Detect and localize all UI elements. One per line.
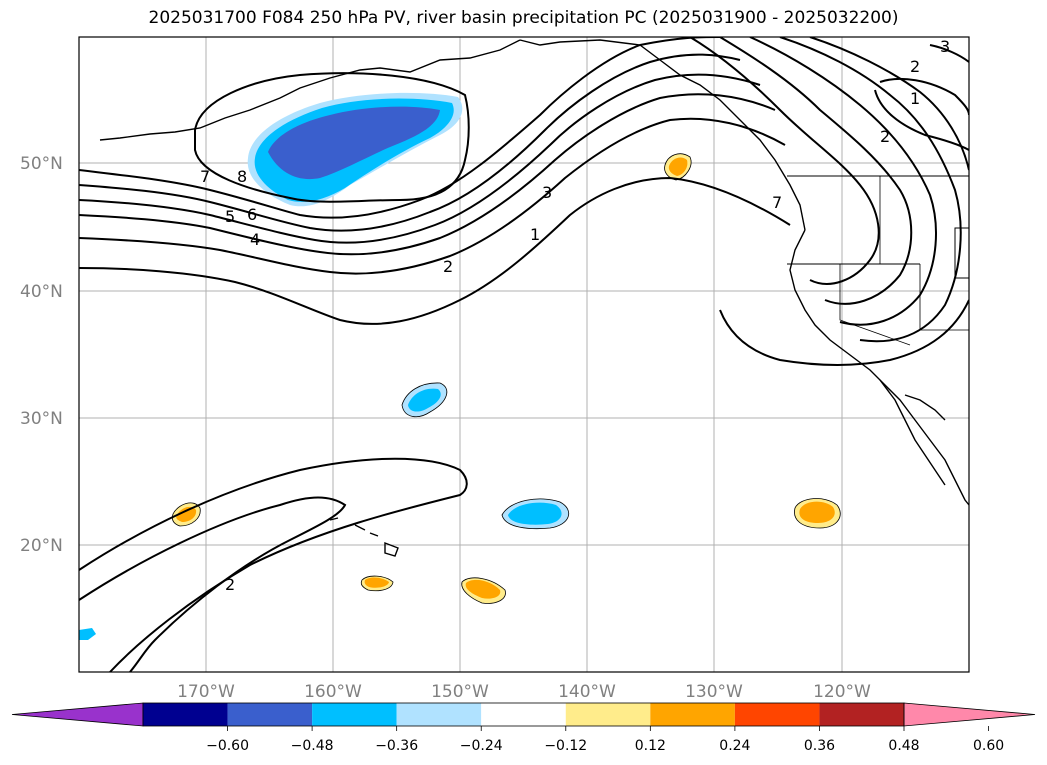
colorbar-tick-label: 0.48 [888, 738, 919, 754]
colorbar-extend-high [903, 702, 1036, 727]
latitude-labels: 50°N 40°N 30°N 20°N [20, 154, 63, 556]
colorbar-tick-label: −0.24 [460, 738, 503, 754]
colorbar-tick-label: 0.12 [635, 738, 666, 754]
negative-anomaly-small-3 [79, 628, 96, 640]
contour-label: 2 [225, 575, 235, 594]
contour-label-group: 7 8 5 6 4 2 3 1 2 1 2 3 7 2 [200, 37, 950, 594]
pv-contours [79, 37, 969, 672]
contour-label: 5 [225, 207, 235, 226]
lon-label-140w: 140°W [558, 682, 616, 702]
lon-label-120w: 120°W [813, 682, 871, 702]
colorbar-segment [481, 703, 566, 726]
map-frame [78, 36, 970, 673]
contour-label: 7 [200, 167, 210, 186]
contour-label: 2 [443, 257, 453, 276]
lon-label-150w: 150°W [431, 682, 489, 702]
colorbar-tick-label: −0.12 [544, 738, 587, 754]
colorbar-extend-low [11, 702, 144, 727]
contour-label: 7 [772, 193, 782, 212]
colorbar-tick-label: 0.36 [804, 738, 835, 754]
lat-label-20: 20°N [20, 536, 63, 556]
colorbar-tick-label: −0.48 [291, 738, 334, 754]
longitude-labels: 170°W 160°W 150°W 140°W 130°W 120°W [177, 682, 871, 702]
lon-label-130w: 130°W [685, 682, 743, 702]
colorbar-segment [312, 703, 397, 726]
colorbar-tick-label: −0.36 [375, 738, 418, 754]
gridlines [79, 37, 969, 672]
colorbar-segment [143, 703, 228, 726]
colorbar-frame [142, 702, 905, 727]
colorbar-tick-label: −0.60 [206, 738, 249, 754]
contour-label: 2 [880, 127, 890, 146]
contour-label: 1 [910, 89, 920, 108]
lat-label-30: 30°N [20, 409, 63, 429]
lat-label-50: 50°N [20, 154, 63, 174]
precip-shading [79, 92, 841, 640]
contour-label: 1 [530, 225, 540, 244]
lon-label-160w: 160°W [304, 682, 362, 702]
lon-label-170w: 170°W [177, 682, 235, 702]
colorbar-segment [396, 703, 482, 726]
map-title: 2025031700 F084 250 hPa PV, river basin … [148, 8, 899, 28]
colorbar-segment [227, 703, 313, 726]
colorbar-tick-label: 0.60 [973, 738, 1004, 754]
lat-label-40: 40°N [20, 282, 63, 302]
colorbar-segment [650, 703, 735, 726]
map-area [79, 37, 969, 672]
colorbar-tick-label: 0.24 [719, 738, 750, 754]
contour-label: 6 [247, 205, 257, 224]
colorbar: −0.60 −0.48 −0.36 −0.24 −0.12 0.12 0.24 0.36 0.4… [11, 702, 1036, 754]
colorbar-segment [565, 703, 651, 726]
pv-contour-8-closed [194, 72, 470, 203]
contour-label: 3 [940, 37, 950, 56]
colorbar-segment [819, 703, 904, 726]
coastlines [99, 39, 969, 557]
contour-label: 2 [910, 57, 920, 76]
contour-label: 8 [237, 167, 247, 186]
contour-label: 3 [542, 183, 552, 202]
precip-outlines [172, 153, 841, 604]
colorbar-segment [734, 703, 820, 726]
contour-label: 4 [250, 230, 260, 249]
